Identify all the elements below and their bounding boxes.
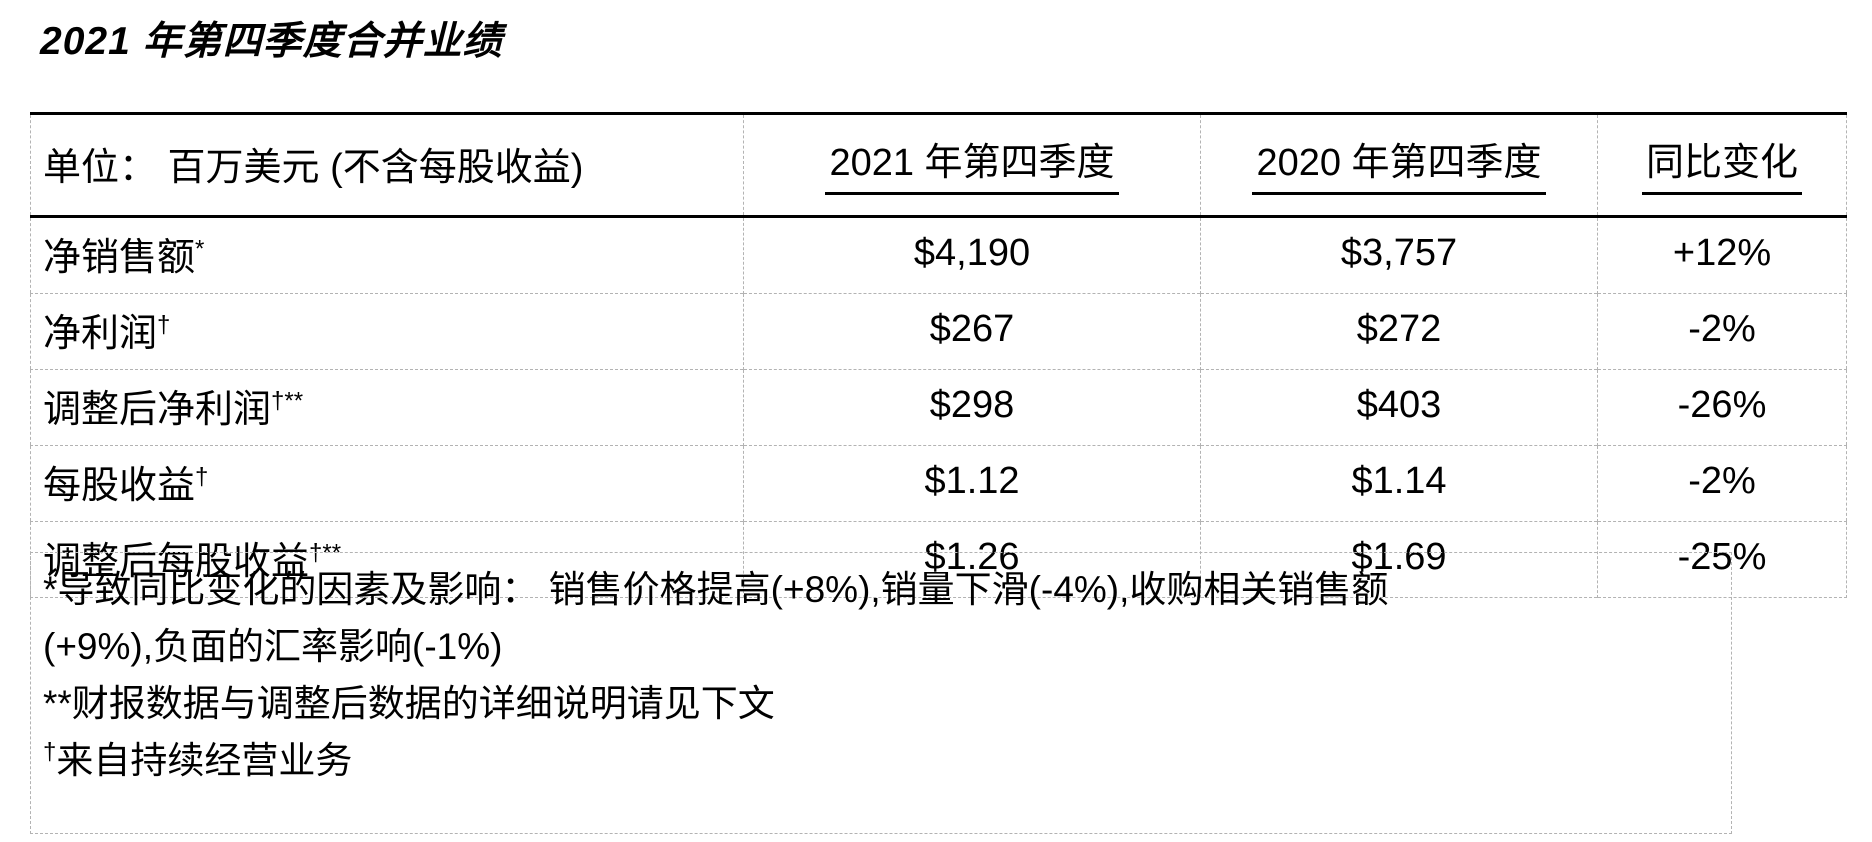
cell-2021-eps: $1.12 [743,445,1201,522]
footnote-marker: † [195,463,209,491]
cell-change-adjusted-net-income: -26% [1597,369,1847,446]
footnote-marker: † [157,311,171,339]
row-label-net-sales: 净销售额* [43,235,205,279]
col-header-change-label: 同比变化 [1641,131,1802,195]
cell-2020-adjusted-eps: $1.69 [1200,521,1598,598]
cell-change-net-income: -2% [1597,293,1847,370]
footnote-line-4: †来自持续经营业务 [43,732,1719,789]
cell-2021-adjusted-net-income: $298 [743,369,1201,446]
col-header-change: 同比变化 [1597,113,1847,218]
footnote-line-1: *导致同比变化的因素及影响： 销售价格提高(+8%),销量下滑(-4%),收购相… [43,569,1389,610]
table-row: 调整后净利润†** $298 $403 -26% [30,369,1847,446]
col-header-unit: 单位： 百万美元 (不含每股收益) [30,113,744,218]
cell-change-eps: -2% [1597,445,1847,522]
dagger-marker: † [43,738,57,766]
cell-change-adjusted-eps: -25% [1597,521,1847,598]
cell-2021-adjusted-eps: $1.26 [743,521,1201,598]
col-header-2021-label: 2021 年第四季度 [825,131,1119,195]
footnote-line-3: **财报数据与调整后数据的详细说明请见下文 [43,683,775,724]
table-row: 净利润† $267 $272 -2% [30,293,1847,370]
cell-2020-net-sales: $3,757 [1200,216,1598,294]
row-label-adjusted-eps: 调整后每股收益†** [30,521,744,598]
col-header-2020: 2020 年第四季度 [1200,113,1598,218]
cell-change-net-sales: +12% [1597,216,1847,294]
cell-2020-eps: $1.14 [1200,445,1598,522]
financial-results-table: 单位： 百万美元 (不含每股收益) 2021 年第四季度 2020 年第四季度 … [30,112,1847,598]
footnotes-box: *导致同比变化的因素及影响： 销售价格提高(+8%),销量下滑(-4%),收购相… [30,552,1732,834]
cell-2020-adjusted-net-income: $403 [1200,369,1598,446]
row-label-net-income: 净利润† [30,293,744,370]
table-row: 调整后每股收益†** $1.26 $1.69 -25% [30,521,1847,598]
footnote-marker: * [195,235,205,263]
cell-2021-net-income: $267 [743,293,1201,370]
table-row: 净销售额* $4,190 $3,757 +12% [31,216,1847,294]
table-header-row: 单位： 百万美元 (不含每股收益) 2021 年第四季度 2020 年第四季度 … [30,113,1847,218]
footnote-line-4-text: 来自持续经营业务 [56,740,353,781]
cell-2021-net-sales: $4,190 [743,216,1201,294]
row-label-adjusted-net-income: 调整后净利润†** [30,369,744,446]
footnote-line-2: (+9%),负面的汇率影响(-1%) [43,626,503,667]
cell-2020-net-income: $272 [1200,293,1598,370]
clipped-next-section-title: 2021 年全年及第四季度业绩 [40,835,543,842]
col-header-2020-label: 2020 年第四季度 [1252,131,1546,195]
footnote-marker: †** [271,387,304,415]
row-label-eps: 每股收益† [30,445,744,522]
table-row: 每股收益† $1.12 $1.14 -2% [30,445,1847,522]
col-header-2021: 2021 年第四季度 [743,113,1201,218]
page-title: 2021 年第四季度合并业绩 [40,20,503,63]
